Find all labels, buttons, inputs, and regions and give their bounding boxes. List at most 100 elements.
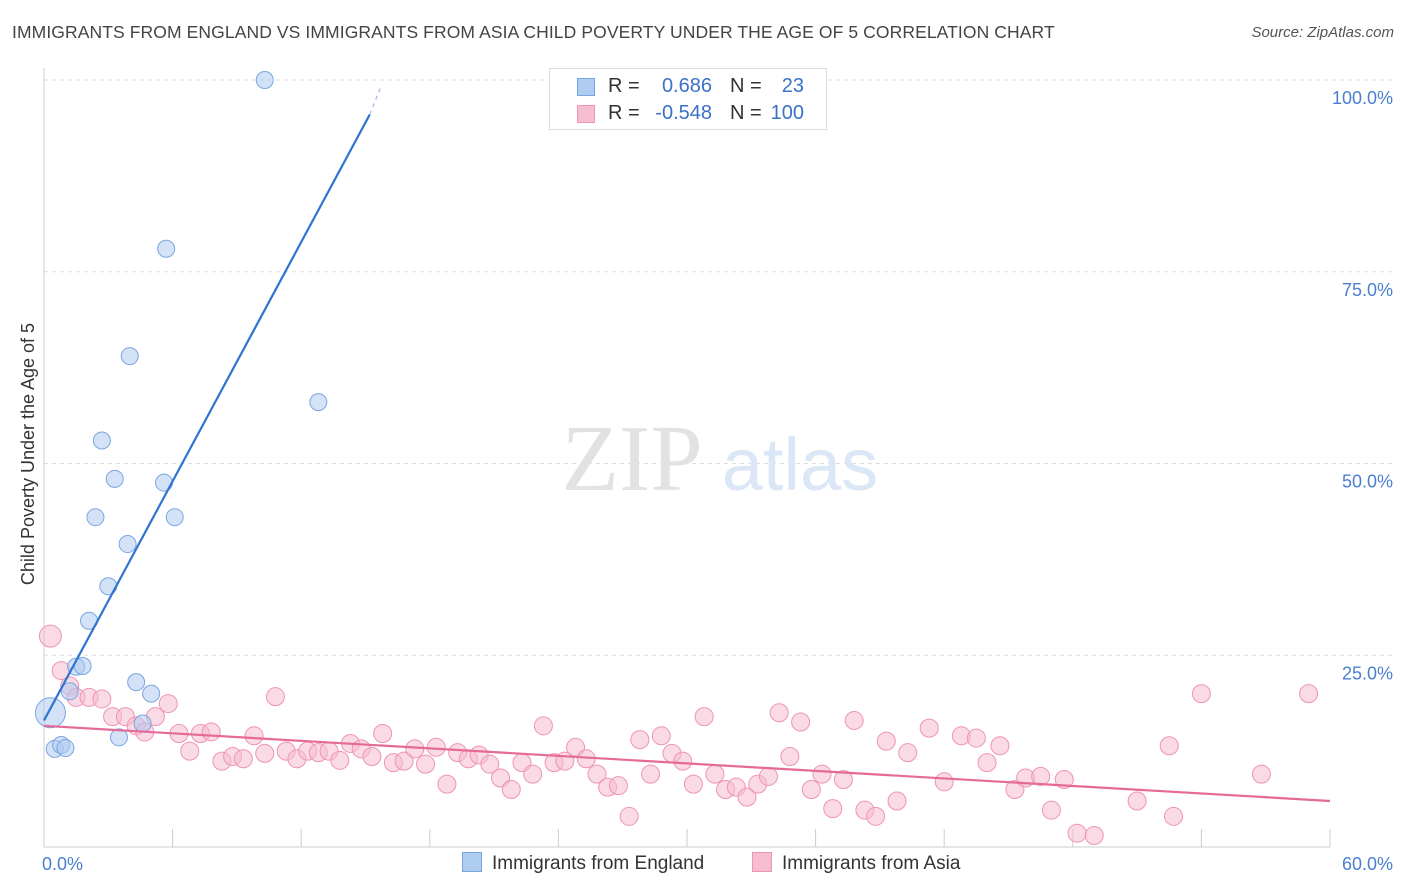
england-point [120,347,139,366]
england-point [155,473,174,492]
y-axis-label: Child Poverty Under the Age of 5 [18,323,38,585]
asia-point [501,779,521,799]
asia-point [437,774,457,794]
legend-n-value: 100 [770,102,804,124]
legend-r-label: R = [608,102,640,124]
asia-point [158,694,178,714]
asia-point [1054,770,1074,790]
asia-point [619,806,639,826]
asia-point [705,764,725,784]
trend-lines [43,87,1331,803]
asia-point [887,791,907,811]
england-point [165,508,184,527]
legend-item-asia: Immigrants from Asia [752,852,960,875]
y-tick-label: 25.0% [1342,663,1393,683]
asia-point [876,731,896,751]
asia-point [233,749,253,769]
asia-point [1041,800,1061,820]
england-point [255,71,274,89]
asia-point [180,741,200,761]
asia-point [737,787,757,807]
asia-point [812,764,832,784]
asia-point [255,743,275,763]
legend-n-label: N = [730,75,762,97]
asia-point [934,772,954,792]
legend-r-value: 0.686 [661,75,712,97]
asia-point [1127,791,1147,811]
legend-n-label: N = [730,102,762,124]
legend-n-value: 23 [781,75,804,97]
asia-point [683,774,703,794]
asia-point [92,689,112,709]
england-point [60,682,79,701]
asia-legend-label: Immigrants from Asia [782,853,961,874]
asia-point [373,723,393,743]
asia-point [265,687,285,707]
asia-point [641,764,661,784]
england-legend-swatch [462,852,482,872]
legend-item-england: Immigrants from England [462,852,704,875]
correlation-legend: R = 0.686 N = 23 R = -0.548 N = 100 [549,68,827,130]
england-point [133,714,152,733]
asia-point [780,746,800,766]
asia-point [38,624,62,648]
gridlines [44,79,1392,656]
asia-point [977,753,997,773]
watermark-zip: ZIP [562,407,703,511]
asia-point [330,750,350,770]
asia-point [791,712,811,732]
england-point [92,431,111,450]
england-point [309,393,328,412]
england-legend-label: Immigrants from England [492,853,705,874]
asia-point [523,764,543,784]
asia-point [1299,684,1319,704]
x-tick-label: 60.0% [1342,854,1393,874]
england-point [56,739,75,758]
chart-title: IMMIGRANTS FROM ENGLAND VS IMMIGRANTS FR… [12,22,1055,42]
england-trend-line [43,113,371,721]
england-point [142,684,161,703]
asia-point [608,776,628,796]
asia-trend-line [43,724,1331,803]
asia-legend-swatch [752,852,772,872]
asia-point [833,770,853,790]
asia-point [919,718,939,738]
england-point [127,673,146,692]
asia-point [1191,684,1211,704]
asia-point [630,730,650,750]
asia-point [362,746,382,766]
asia-point [694,707,714,727]
asia-point [823,799,843,819]
asia-point [533,716,553,736]
asia-point [769,703,789,723]
england-point [99,577,118,596]
legend-row-england: R = 0.686 N = 23 [550,74,826,100]
england-swatch [577,78,595,96]
asia-point [990,736,1010,756]
watermark-atlas: atlas [722,423,878,506]
asia-point [758,766,778,786]
asia-point [587,764,607,784]
asia-point [866,806,886,826]
tick-labels: 25.0% 50.0% 75.0% 100.0% 0.0% 60.0% [42,88,1393,874]
asia-swatch [577,105,595,123]
asia-point [201,722,221,742]
series-england-points [34,71,328,758]
asia-point [673,751,693,771]
asia-point [244,726,264,746]
asia-point [1164,806,1184,826]
england-point [118,535,137,554]
y-tick-label: 50.0% [1342,472,1393,492]
england-trend-extension [369,87,382,115]
asia-point [1031,766,1051,786]
asia-point [394,751,414,771]
england-point [157,239,176,258]
series-asia-points [38,624,1319,845]
england-point [105,469,124,488]
asia-point [898,743,918,763]
asia-point [1067,823,1087,843]
england-point [86,508,105,527]
asia-point [966,728,986,748]
asia-point [480,754,500,774]
